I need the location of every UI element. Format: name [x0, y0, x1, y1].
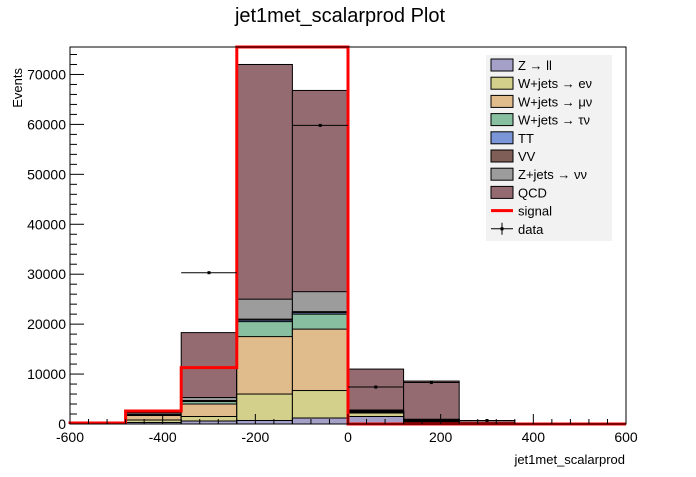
- stack-bar-z-ll: [237, 421, 293, 424]
- legend-label-w-jets: W+jets → μν: [518, 94, 592, 109]
- legend-swatch-data-marker: [501, 227, 504, 230]
- data-point: [319, 124, 322, 127]
- legend-swatch-z-jets: [491, 168, 513, 180]
- x-tick-label: 400: [522, 429, 546, 445]
- legend-label-vv: VV: [518, 149, 536, 164]
- y-tick-label: 50000: [27, 166, 66, 182]
- x-axis-label: jet1met_scalarprod: [513, 452, 625, 467]
- data-point: [374, 386, 377, 389]
- y-axis-label: Events: [10, 68, 25, 108]
- x-tick-label: -200: [241, 429, 269, 445]
- legend-label-signal: signal: [518, 204, 552, 219]
- legend-swatch-w-jets: [491, 95, 513, 107]
- legend-swatch-w-jets-e: [491, 77, 513, 89]
- legend-swatch-z-ll: [491, 59, 513, 71]
- legend-swatch-vv: [491, 150, 513, 162]
- stack-bar-z-ll: [292, 418, 348, 424]
- data-point: [430, 381, 433, 384]
- y-tick-label: 0: [58, 416, 66, 432]
- x-tick-label: 0: [344, 429, 352, 445]
- stack-bar-qcd: [404, 381, 460, 424]
- legend-label-w-jets: W+jets → τν: [518, 113, 590, 128]
- legend-label-data: data: [518, 222, 544, 237]
- chart-title: jet1met_scalarprod Plot: [234, 5, 446, 27]
- legend-label-tt: TT: [518, 131, 534, 146]
- legend-swatch-tt: [491, 132, 513, 144]
- y-tick-label: 70000: [27, 66, 66, 82]
- data-point: [486, 419, 489, 422]
- y-tick-label: 30000: [27, 266, 66, 282]
- legend-label-z-ll: Z → ll: [518, 58, 552, 73]
- stack-bar-w-jets-e: [237, 394, 293, 424]
- y-tick-label: 10000: [27, 366, 66, 382]
- legend-label-w-jets-e: W+jets → eν: [518, 76, 592, 91]
- y-tick-label: 20000: [27, 316, 66, 332]
- x-tick-label: 200: [429, 429, 453, 445]
- legend-label-qcd: QCD: [518, 185, 547, 200]
- x-tick-label: 600: [614, 429, 638, 445]
- x-tick-label: -400: [149, 429, 177, 445]
- y-tick-label: 60000: [27, 116, 66, 132]
- legend-swatch-qcd: [491, 186, 513, 198]
- legend: Z → ll W+jets → eν W+jets → μν W+jets → τν T…: [486, 55, 612, 241]
- legend-swatch-w-jets: [491, 114, 513, 126]
- y-tick-label: 40000: [27, 216, 66, 232]
- data-point: [208, 271, 211, 274]
- legend-label-z-jets: Z+jets → νν: [518, 167, 587, 182]
